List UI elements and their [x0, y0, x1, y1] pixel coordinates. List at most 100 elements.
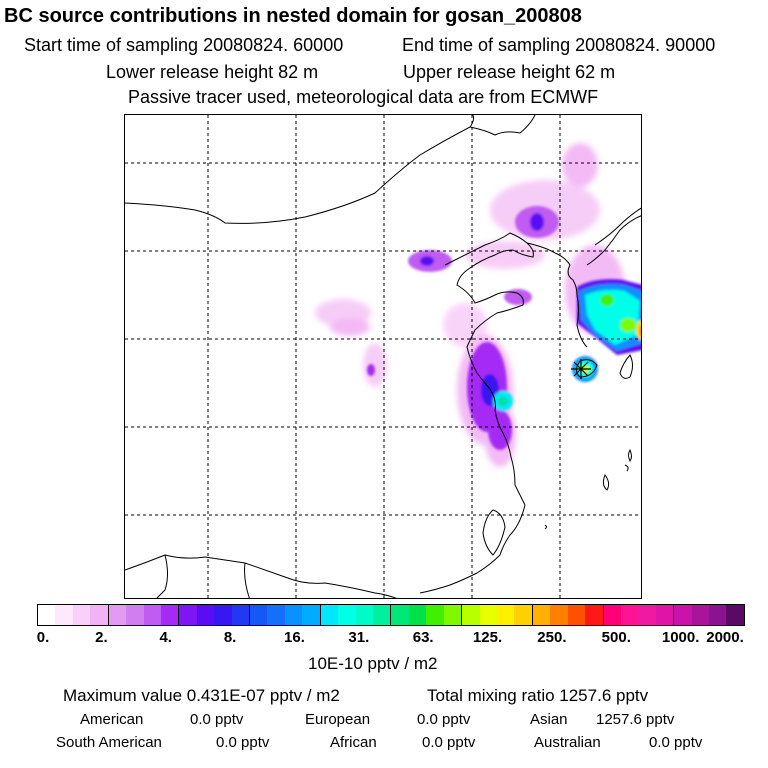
colorbar-cell: [514, 605, 533, 625]
colorbar-tick-label: 2000.: [706, 629, 744, 646]
korea-red-edge: [640, 326, 641, 336]
colorbar-cell: [90, 605, 109, 625]
island-kyushu: [619, 354, 633, 379]
colorbar-cell: [355, 605, 374, 625]
plume-hub-center: [498, 396, 508, 406]
plot-title: BC source contributions in nested domain…: [4, 5, 582, 27]
colorbar-cell: [426, 605, 444, 625]
border-north: [125, 115, 475, 224]
colorbar-cell: [532, 605, 551, 625]
region-value-south-american: 0.0 pptv: [216, 734, 270, 751]
coast-japan-sea: [594, 207, 641, 246]
coastlines: [125, 115, 641, 598]
colorbar-cell: [550, 605, 568, 625]
colorbar-units: 10E-10 pptv / m2: [308, 654, 438, 673]
border-south-1: [125, 554, 397, 598]
colorbar-tick-label: 2.: [95, 629, 108, 646]
colorbar-cell: [55, 605, 73, 625]
region-value-asian: 1257.6 pptv: [596, 711, 675, 728]
colorbar-cell: [462, 605, 480, 625]
region-name-asian: Asian: [530, 711, 568, 728]
colorbar-cell: [655, 605, 675, 625]
colorbar-tick-label: 500.: [601, 629, 631, 646]
region-value-american: 0.0 pptv: [190, 711, 244, 728]
colorbar-cell: [391, 605, 409, 625]
plume-shandong: [504, 289, 532, 305]
colorbar-cell: [603, 605, 621, 625]
maximum-value-label: Maximum value 0.431E-07 pptv / m2: [63, 686, 340, 705]
korea-yellow-edge: [636, 320, 641, 340]
colorbar-cell: [496, 605, 515, 625]
colorbar-tick-label: 125.: [472, 629, 503, 646]
region-name-south-american: South American: [56, 734, 162, 751]
plume-spot: [367, 364, 375, 376]
colorbar-cell: [709, 605, 727, 625]
plume-mid: [363, 343, 387, 387]
region-name-australian: Australian: [534, 734, 601, 751]
colorbar-cell: [726, 605, 744, 625]
colorbar-cell: [126, 605, 144, 625]
colorbar-cell: [338, 605, 356, 625]
coast-south-china: [419, 504, 526, 594]
lower-release-label: Lower release height 82 m: [106, 62, 319, 82]
tracer-note-label: Passive tracer used, meteorological data…: [128, 87, 599, 107]
plume-beijing-core: [420, 256, 434, 266]
colorbar-cell: [443, 605, 463, 625]
colorbar-cell: [691, 605, 710, 625]
colorbar-tick-label: 250.: [537, 629, 567, 646]
border-south-2: [156, 554, 168, 598]
plume-central: [443, 303, 487, 347]
colorbar-cell: [231, 605, 251, 625]
receptor-marker-gosan: [571, 359, 591, 379]
map-canvas: [125, 115, 641, 598]
colorbar-cell: [408, 605, 427, 625]
start-time-label: Start time of sampling 20080824. 60000: [24, 35, 344, 55]
colorbar-cell: [250, 605, 268, 625]
colorbar-tick-label: 8.: [223, 629, 237, 646]
region-name-european: European: [305, 711, 371, 728]
island-jeju-outline: [576, 359, 598, 378]
colorbar-cell: [267, 605, 285, 625]
total-mixing-ratio-label: Total mixing ratio 1257.6 pptv: [427, 686, 649, 705]
coast-korea-east: [586, 215, 641, 266]
region-name-american: American: [80, 711, 144, 728]
colorbar-tick-label: 31.: [348, 629, 370, 646]
colorbar-cell: [479, 605, 497, 625]
colorbar-cell: [302, 605, 321, 625]
colorbar-tick-label: 16.: [284, 629, 305, 646]
colorbar-cell: [373, 605, 392, 625]
region-name-african: African: [330, 734, 377, 751]
island-small-2: [544, 524, 547, 530]
korea-green-spot: [600, 294, 614, 306]
plume-ne: [562, 143, 598, 187]
concentration-field: [315, 143, 641, 467]
korea-green-spot-2: [620, 318, 636, 332]
grid-lines: [125, 115, 641, 598]
coast-korea-west: [576, 294, 588, 348]
colorbar: [37, 604, 745, 626]
map-panel: [124, 114, 642, 599]
island-taiwan: [482, 509, 506, 556]
colorbar-cell: [143, 605, 161, 625]
colorbar-cell: [179, 605, 197, 625]
colorbar-cell: [214, 605, 232, 625]
colorbar-cell: [160, 605, 180, 625]
colorbar-cell: [585, 605, 604, 625]
colorbar-cell: [108, 605, 127, 625]
colorbar-cell: [38, 605, 56, 625]
colorbar-cell: [620, 605, 639, 625]
colorbar-cell: [567, 605, 586, 625]
colorbar-cell: [638, 605, 656, 625]
region-value-african: 0.0 pptv: [422, 734, 476, 751]
colorbar-tick-label: 63.: [412, 629, 434, 646]
upper-release-label: Upper release height 62 m: [403, 62, 616, 82]
colorbar-cell: [674, 605, 692, 625]
coast-liaodong: [444, 232, 534, 506]
border-south-3: [244, 562, 250, 598]
region-value-australian: 0.0 pptv: [649, 734, 703, 751]
colorbar-cell: [72, 605, 91, 625]
plume-manchuria-core: [530, 213, 544, 231]
region-value-european: 0.0 pptv: [417, 711, 471, 728]
island-small-3: [624, 464, 629, 472]
plume-liaoning: [465, 241, 545, 269]
